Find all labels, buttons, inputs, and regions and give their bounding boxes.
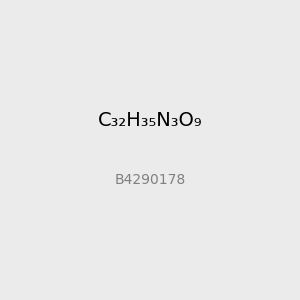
- Text: B4290178: B4290178: [114, 173, 186, 187]
- Text: C₃₂H₃₅N₃O₉: C₃₂H₃₅N₃O₉: [98, 110, 202, 130]
